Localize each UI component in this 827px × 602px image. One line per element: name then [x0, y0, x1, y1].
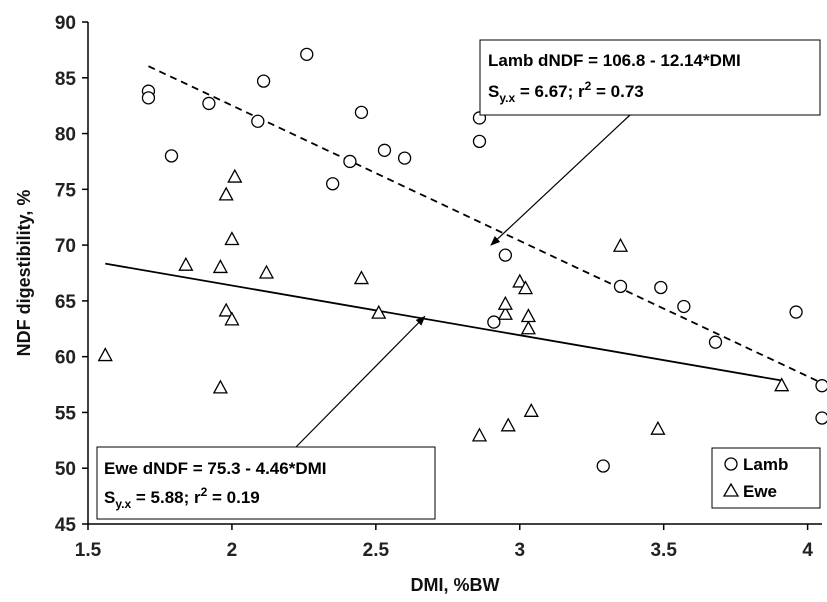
point-ewe — [497, 305, 513, 320]
y-tick-label: 90 — [55, 13, 76, 34]
ewe-stats: Sy.x = 5.88; r2 = 0.19 — [104, 485, 260, 511]
point-lamb — [141, 91, 156, 105]
point-lamb — [654, 280, 668, 295]
point-lamb — [300, 47, 314, 62]
point-ewe — [497, 295, 513, 310]
point-ewe — [218, 302, 234, 317]
point-lamb — [708, 335, 723, 349]
y-tick-label: 85 — [55, 69, 77, 90]
point-ewe — [258, 264, 275, 279]
point-lamb — [251, 114, 265, 128]
point-ewe — [471, 427, 488, 442]
point-lamb — [343, 154, 357, 169]
point-lamb — [326, 177, 340, 191]
point-ewe — [178, 256, 194, 271]
point-lamb — [815, 379, 827, 393]
point-ewe — [227, 168, 243, 183]
point-lamb — [256, 74, 271, 88]
point-ewe — [520, 308, 536, 323]
point-lamb — [202, 96, 216, 111]
x-tick-label: 1.5 — [75, 540, 102, 561]
point-lamb — [397, 151, 412, 165]
y-tick-label: 65 — [55, 292, 77, 313]
point-lamb — [472, 134, 487, 149]
point-lamb — [596, 459, 610, 473]
x-ticks: 1.5 2 2.5 3 3.5 4 — [75, 524, 813, 561]
x-tick-label: 2 — [227, 540, 238, 561]
point-ewe — [224, 231, 240, 246]
lamb-annotation-arrow — [490, 114, 631, 246]
point-lamb — [815, 411, 827, 425]
point-lamb — [377, 143, 392, 157]
x-tick-label: 4 — [802, 540, 813, 561]
legend-label-lamb: Lamb — [743, 455, 788, 474]
point-ewe — [512, 273, 528, 288]
x-tick-label: 2.5 — [363, 540, 390, 561]
point-ewe — [218, 186, 234, 201]
point-ewe — [523, 402, 539, 417]
point-ewe — [517, 280, 534, 295]
legend-label-ewe: Ewe — [743, 482, 777, 501]
lamb-equation: Lamb dNDF = 106.8 - 12.14*DMI — [488, 51, 741, 70]
y-tick-label: 45 — [55, 515, 77, 536]
lamb-box-frame — [479, 39, 821, 116]
regression-line-ewe — [105, 262, 782, 382]
y-tick-label: 80 — [55, 125, 76, 146]
point-ewe — [353, 270, 370, 285]
point-lamb — [354, 105, 369, 120]
ewe-equation: Ewe dNDF = 75.3 - 4.46*DMI — [104, 459, 327, 478]
point-lamb — [613, 279, 628, 294]
point-lamb — [677, 299, 691, 314]
point-ewe — [774, 377, 790, 392]
point-ewe — [97, 347, 113, 362]
point-lamb — [164, 149, 179, 163]
x-tick-label: 3.5 — [650, 540, 677, 561]
y-tick-label: 60 — [55, 348, 76, 369]
legend-triangle-marker — [722, 482, 740, 497]
ewe-annotation-arrow — [295, 315, 426, 448]
plot-frame — [87, 22, 822, 525]
y-tick-label: 50 — [55, 459, 76, 480]
y-tick-label: 70 — [55, 236, 76, 257]
point-ewe — [500, 417, 516, 432]
y-axis-title: NDF digestibility, % — [14, 190, 34, 357]
point-ewe — [224, 311, 240, 326]
ewe-box-frame — [96, 446, 436, 520]
lamb-equation-box: Lamb dNDF = 106.8 - 12.14*DMI Sy.x = 6.6… — [479, 39, 821, 116]
point-ewe — [371, 304, 387, 319]
point-lamb — [789, 305, 803, 319]
point-ewe — [520, 320, 536, 335]
annotation-arrows — [295, 114, 631, 448]
x-tick-label: 3 — [514, 540, 525, 561]
legend: Lamb Ewe — [711, 447, 821, 509]
data-points — [97, 47, 827, 473]
y-tick-label: 75 — [55, 180, 77, 201]
ewe-equation-box: Ewe dNDF = 75.3 - 4.46*DMI Sy.x = 5.88; … — [96, 446, 436, 520]
point-ewe — [650, 420, 666, 435]
point-ewe — [212, 259, 228, 274]
x-axis-title: DMI, %BW — [411, 575, 500, 595]
y-ticks: 45 50 55 60 65 70 75 80 85 90 — [55, 13, 88, 536]
point-lamb — [487, 315, 501, 329]
point-ewe — [612, 237, 629, 252]
point-ewe — [212, 379, 228, 394]
lamb-stats: Sy.x = 6.67; r2 = 0.73 — [488, 79, 644, 105]
legend-circle-marker — [724, 457, 738, 471]
point-lamb — [498, 248, 513, 262]
y-tick-label: 55 — [55, 403, 77, 424]
